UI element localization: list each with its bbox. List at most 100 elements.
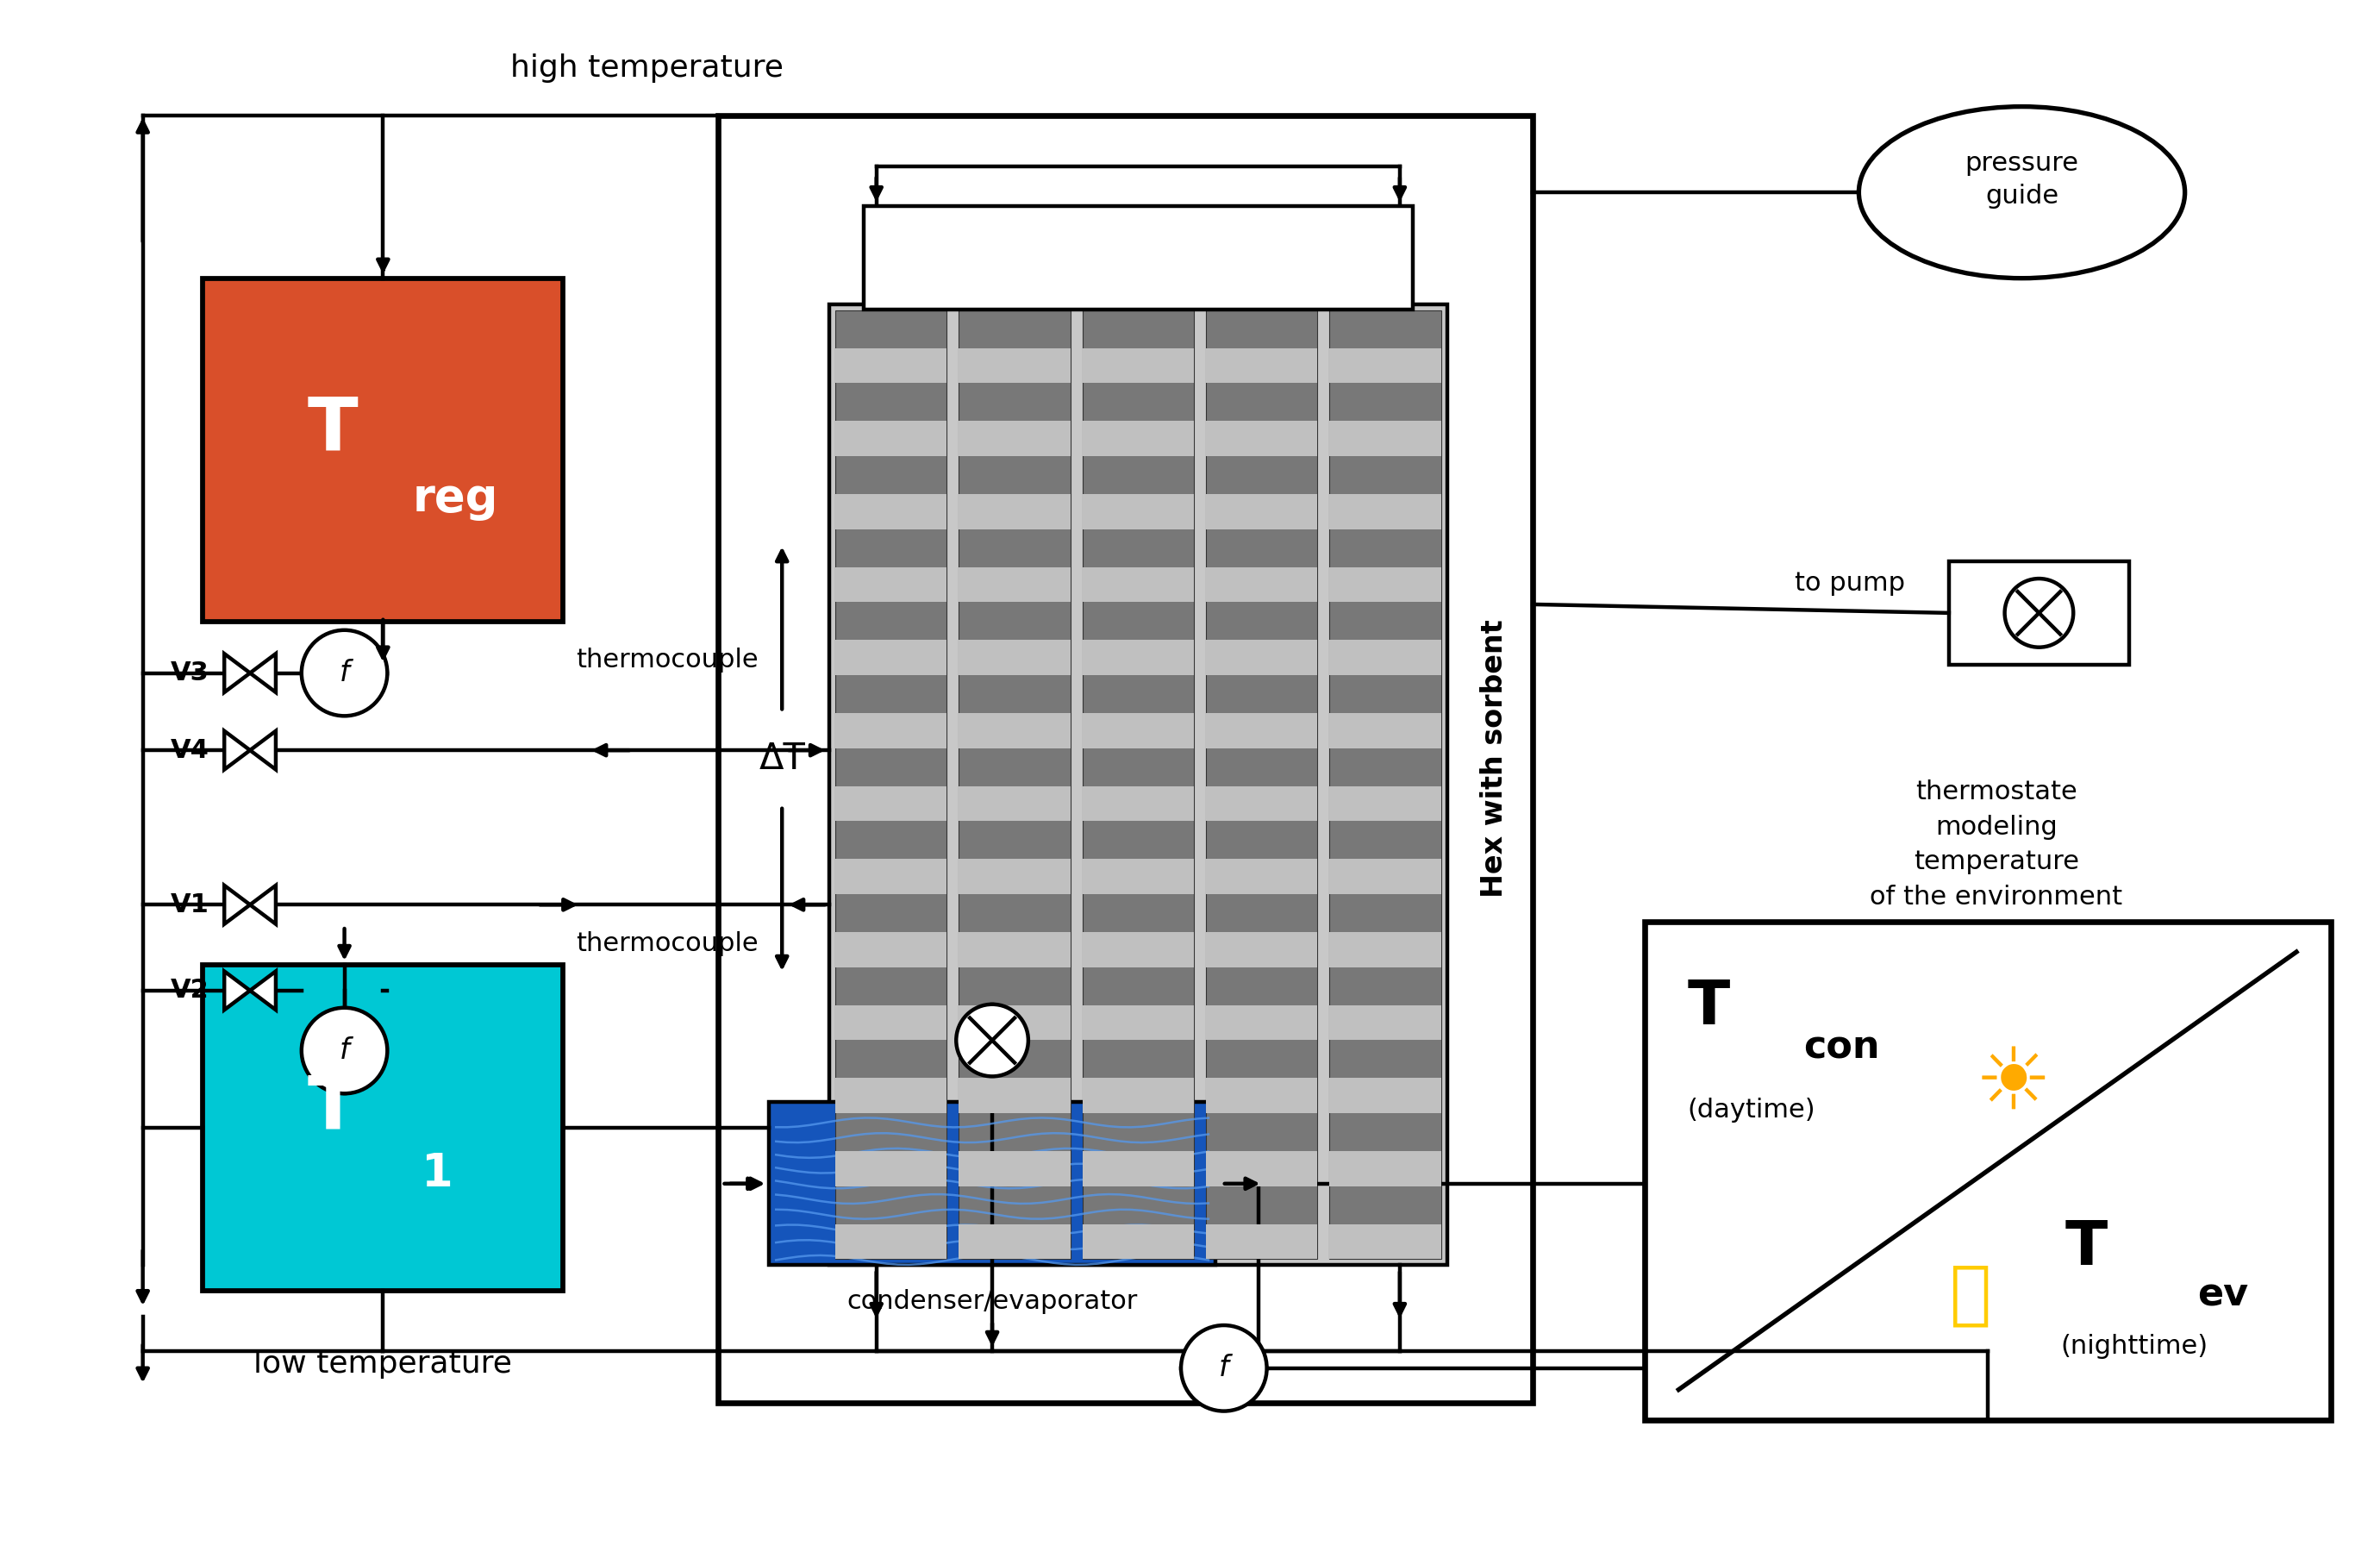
FancyBboxPatch shape	[835, 639, 947, 675]
FancyBboxPatch shape	[1949, 562, 2130, 664]
Polygon shape	[250, 731, 276, 770]
FancyBboxPatch shape	[1330, 566, 1440, 602]
FancyBboxPatch shape	[959, 494, 1071, 529]
Text: (nighttime): (nighttime)	[2061, 1335, 2209, 1360]
FancyBboxPatch shape	[828, 304, 1447, 1265]
FancyBboxPatch shape	[959, 860, 1071, 894]
FancyBboxPatch shape	[1207, 860, 1319, 894]
Text: T: T	[307, 394, 357, 466]
FancyBboxPatch shape	[959, 1225, 1071, 1259]
FancyBboxPatch shape	[1207, 785, 1319, 821]
Text: to pump: to pump	[1795, 571, 1906, 596]
Text: T: T	[307, 1072, 357, 1144]
FancyBboxPatch shape	[1083, 1006, 1195, 1040]
FancyBboxPatch shape	[835, 860, 947, 894]
FancyBboxPatch shape	[719, 115, 1533, 1403]
FancyBboxPatch shape	[1083, 1079, 1195, 1113]
FancyBboxPatch shape	[202, 965, 564, 1291]
Text: thermostate
modeling
temperature
of the environment: thermostate modeling temperature of the …	[1871, 779, 2123, 909]
Text: f: f	[340, 658, 350, 688]
Text: ΔT: ΔT	[759, 740, 804, 778]
FancyBboxPatch shape	[864, 206, 1414, 309]
FancyBboxPatch shape	[959, 566, 1071, 602]
FancyBboxPatch shape	[1207, 1225, 1319, 1259]
Polygon shape	[224, 886, 250, 923]
FancyBboxPatch shape	[1083, 712, 1195, 748]
Ellipse shape	[1859, 107, 2185, 278]
FancyBboxPatch shape	[1083, 1225, 1195, 1259]
FancyBboxPatch shape	[1207, 1152, 1319, 1186]
Text: f: f	[1219, 1353, 1228, 1383]
FancyBboxPatch shape	[1330, 860, 1440, 894]
Text: ☀: ☀	[1975, 1043, 2052, 1127]
Text: thermocouple: thermocouple	[576, 931, 759, 956]
Text: Hex with sorbent: Hex with sorbent	[1480, 619, 1509, 899]
FancyBboxPatch shape	[1330, 348, 1440, 383]
FancyBboxPatch shape	[1083, 310, 1195, 1259]
FancyBboxPatch shape	[959, 639, 1071, 675]
Polygon shape	[224, 731, 250, 770]
FancyBboxPatch shape	[1207, 566, 1319, 602]
Text: pressure
guide: pressure guide	[1966, 151, 2078, 208]
Text: T: T	[1687, 978, 1730, 1037]
FancyBboxPatch shape	[1207, 421, 1319, 456]
FancyBboxPatch shape	[835, 348, 947, 383]
FancyBboxPatch shape	[1207, 933, 1319, 967]
Text: low temperature: low temperature	[255, 1349, 512, 1378]
FancyBboxPatch shape	[835, 712, 947, 748]
Text: ev: ev	[2197, 1277, 2249, 1313]
FancyBboxPatch shape	[1083, 785, 1195, 821]
Text: V3: V3	[171, 661, 209, 686]
FancyBboxPatch shape	[959, 310, 1071, 1259]
FancyBboxPatch shape	[835, 1079, 947, 1113]
FancyBboxPatch shape	[1083, 639, 1195, 675]
FancyBboxPatch shape	[1207, 639, 1319, 675]
Text: condenser/evaporator: condenser/evaporator	[847, 1288, 1138, 1313]
FancyBboxPatch shape	[1207, 1006, 1319, 1040]
FancyBboxPatch shape	[1207, 348, 1319, 383]
Polygon shape	[250, 886, 276, 923]
Circle shape	[2004, 579, 2073, 647]
FancyBboxPatch shape	[1330, 494, 1440, 529]
Polygon shape	[224, 972, 250, 1010]
Polygon shape	[224, 653, 250, 692]
Text: reg: reg	[412, 475, 497, 520]
FancyBboxPatch shape	[835, 566, 947, 602]
Polygon shape	[250, 653, 276, 692]
Text: 1: 1	[421, 1152, 452, 1197]
FancyBboxPatch shape	[1207, 310, 1319, 1259]
FancyBboxPatch shape	[1207, 1079, 1319, 1113]
FancyBboxPatch shape	[835, 1225, 947, 1259]
FancyBboxPatch shape	[835, 494, 947, 529]
Text: (daytime): (daytime)	[1687, 1097, 1816, 1122]
FancyBboxPatch shape	[959, 348, 1071, 383]
FancyBboxPatch shape	[202, 278, 564, 621]
FancyBboxPatch shape	[835, 785, 947, 821]
FancyBboxPatch shape	[1330, 933, 1440, 967]
FancyBboxPatch shape	[1207, 712, 1319, 748]
Circle shape	[957, 1004, 1028, 1077]
FancyBboxPatch shape	[1330, 1152, 1440, 1186]
FancyBboxPatch shape	[959, 1152, 1071, 1186]
Circle shape	[302, 1007, 388, 1094]
FancyBboxPatch shape	[1083, 1152, 1195, 1186]
FancyBboxPatch shape	[1083, 566, 1195, 602]
Polygon shape	[250, 972, 276, 1010]
Text: high temperature: high temperature	[512, 53, 783, 82]
FancyBboxPatch shape	[1330, 639, 1440, 675]
FancyBboxPatch shape	[959, 1079, 1071, 1113]
FancyBboxPatch shape	[835, 1152, 947, 1186]
FancyBboxPatch shape	[959, 785, 1071, 821]
Text: T: T	[2066, 1218, 2106, 1277]
Text: V1: V1	[171, 892, 209, 917]
Circle shape	[302, 630, 388, 715]
FancyBboxPatch shape	[1330, 421, 1440, 456]
FancyBboxPatch shape	[1083, 860, 1195, 894]
FancyBboxPatch shape	[1645, 922, 2330, 1420]
FancyBboxPatch shape	[959, 712, 1071, 748]
Text: thermocouple: thermocouple	[576, 647, 759, 672]
FancyBboxPatch shape	[1083, 933, 1195, 967]
FancyBboxPatch shape	[1330, 712, 1440, 748]
Circle shape	[1180, 1325, 1266, 1411]
Text: V2: V2	[171, 978, 209, 1003]
